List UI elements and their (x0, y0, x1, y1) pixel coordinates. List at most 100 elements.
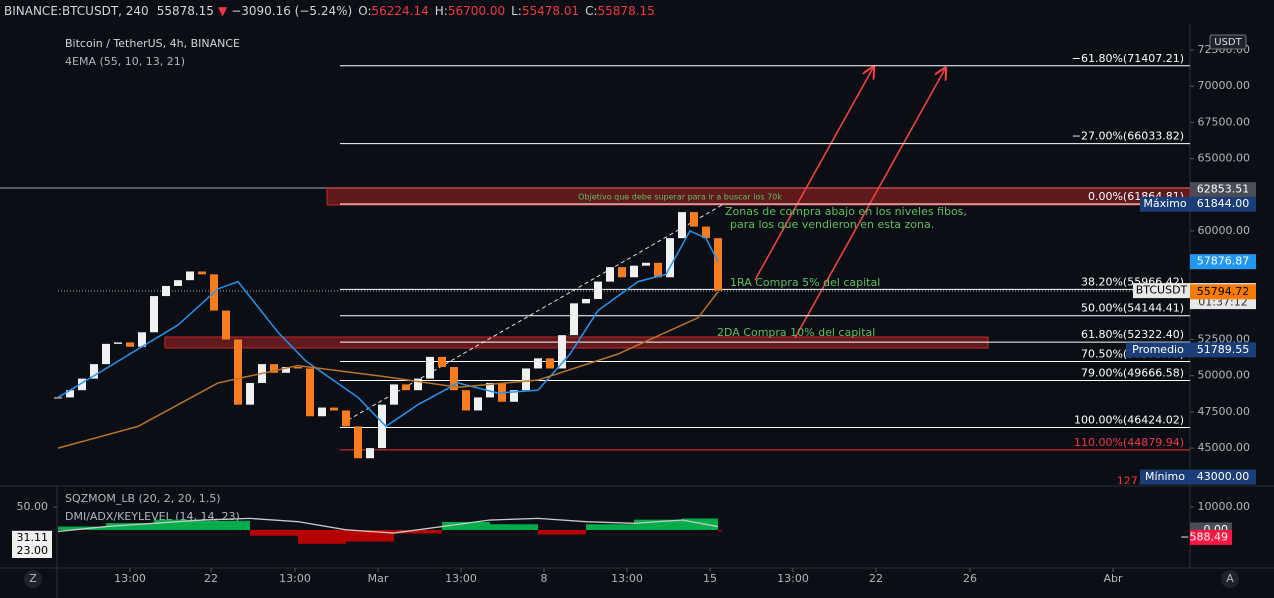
candle (666, 238, 674, 278)
momentum-bar (154, 519, 202, 531)
trend-line (347, 204, 723, 421)
candle (450, 367, 458, 391)
x-tick-label: 26 (963, 572, 977, 585)
fib-label: 110.00%(44879.94) (1074, 436, 1184, 449)
candle (186, 271, 194, 281)
overlay: Objetivo que debe superar para ir a busc… (65, 37, 967, 523)
price-badge (1190, 254, 1256, 270)
tag-label: BTCUSDT (1136, 284, 1188, 297)
y-tick-label: 10000.00 (1198, 500, 1251, 513)
candle (570, 303, 578, 336)
candle (198, 271, 206, 275)
price-badge (1190, 284, 1256, 300)
candle (138, 332, 146, 347)
candle (654, 262, 662, 278)
momentum-bar (682, 518, 718, 531)
candle (606, 267, 614, 282)
momentum-bar (394, 530, 442, 534)
candle (714, 238, 722, 291)
y-tick-label: 47500.00 (1198, 405, 1251, 418)
y-tick-label: 45000.00 (1198, 441, 1251, 454)
candle (546, 358, 554, 369)
y-tick-label: 50000.00 (1198, 369, 1251, 382)
x-tick-label: Mar (368, 572, 389, 585)
value-badge (12, 530, 52, 545)
ohlc-value: 56224.14 (372, 4, 429, 18)
indicator-label: SQZMOM_LB (20, 2, 20, 1.5) (65, 492, 221, 505)
ohlc-label: L: (511, 4, 522, 18)
candle (522, 368, 530, 391)
fib-label: 100.00%(46424.02) (1074, 413, 1184, 426)
momentum-bar (442, 521, 490, 531)
candle (618, 267, 626, 278)
annotation: para los que vendieron en esta zona. (730, 218, 934, 231)
x-tick-label: 15 (703, 572, 717, 585)
momentum-bar (634, 519, 682, 531)
candle (102, 343, 110, 365)
candle (222, 310, 230, 340)
candle (390, 384, 398, 405)
candle (438, 356, 446, 368)
x-tick-label: 13:00 (445, 572, 477, 585)
ema-line (57, 291, 719, 449)
y-tick-label: 67500.00 (1198, 115, 1251, 128)
ohlc-value: 55478.01 (522, 4, 579, 18)
momentum-bar (298, 530, 346, 544)
x-tick-label: 22 (869, 572, 883, 585)
candle (234, 339, 242, 405)
price-badge (1190, 196, 1256, 212)
x-tick-label: 13:00 (114, 572, 146, 585)
fib-label: −61.80%(71407.21) (1072, 52, 1184, 65)
candle (690, 212, 698, 227)
price-badge-label: 57876.87 (1197, 255, 1250, 268)
candle (306, 368, 314, 417)
x-tick-label: 22 (204, 572, 218, 585)
momentum-bar (490, 524, 538, 531)
candle (246, 382, 254, 405)
candle (270, 364, 278, 373)
tag-label: Máximo (1143, 197, 1187, 210)
corner-button[interactable]: A (1226, 572, 1234, 585)
candle (486, 382, 494, 398)
momentum-bar (586, 524, 634, 531)
annotation: Objetivo que debe superar para ir a busc… (578, 193, 782, 202)
change-arrow: ▼ (218, 4, 228, 18)
candle (354, 426, 362, 459)
candle (294, 367, 302, 369)
ohlc-label: O: (358, 4, 371, 18)
fib-label: 50.00%(54144.41) (1081, 302, 1184, 315)
annotation: 2DA Compra 10% del capital (717, 326, 875, 339)
value-badge-label: 31.11 (17, 531, 49, 544)
candle (54, 397, 62, 399)
price-badge-label: 61844.00 (1197, 197, 1250, 210)
currency-box (1209, 34, 1247, 50)
candle (162, 285, 170, 297)
button[interactable] (24, 570, 42, 588)
momentum-bar (250, 530, 298, 536)
button[interactable] (1221, 570, 1239, 588)
candle (90, 364, 98, 379)
price-badge-label: 51789.55 (1197, 343, 1250, 356)
symbol: BINANCE:BTCUSDT, 240 (4, 4, 149, 18)
y-tick-label: 65000.00 (1198, 152, 1251, 165)
ohlc-value: 56700.00 (448, 4, 505, 18)
corner-button[interactable]: Z (29, 572, 37, 585)
chart-title: Bitcoin / TetherUS, 4h, BINANCE (65, 37, 240, 50)
price: 55878.15 (157, 4, 214, 18)
annotation: Zonas de compra abajo en los niveles fib… (725, 205, 967, 218)
candle (510, 390, 518, 402)
candle (414, 378, 422, 391)
momentum-bar (58, 526, 106, 531)
fib-label: 61.80%(52322.40) (1081, 328, 1184, 341)
candle (126, 342, 134, 347)
ema-line (57, 229, 719, 428)
candle (366, 448, 374, 459)
fib-label: 79.00%(49666.58) (1081, 367, 1184, 380)
momentum-bar (106, 523, 154, 531)
y-tick-label: 60000.00 (1198, 224, 1251, 237)
target-zone (326, 187, 1190, 206)
annotation: 1RA Compra 5% del capital (730, 276, 880, 289)
tag-box (1140, 469, 1190, 485)
price-badge (1190, 342, 1256, 358)
